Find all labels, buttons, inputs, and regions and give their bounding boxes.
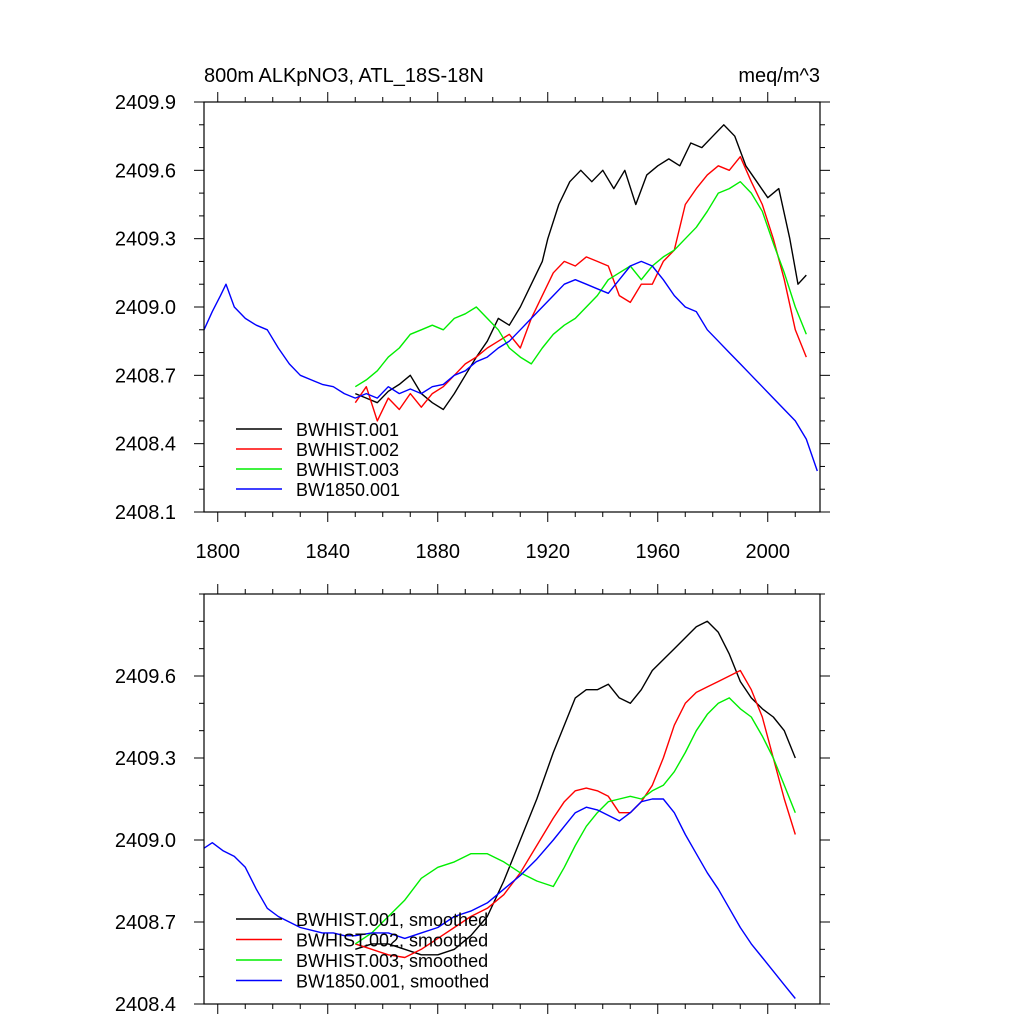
series-line-top-3 [354, 180, 807, 388]
chart-panel-bottom: 2408.4 2408.7 2409.0 2409.3 2409.6 BWHIST.001… [115, 584, 830, 1016]
legend-label: BW1850.001, smoothed [296, 972, 489, 992]
x-tick-label: 1920 [526, 541, 571, 563]
series-line-top-2 [354, 155, 807, 422]
chart-title: 800m ALKpNO3, ATL_18S-18N [204, 65, 484, 87]
x-tick-label: 2000 [746, 541, 791, 563]
y-tick-label: 2408.4 [115, 994, 176, 1016]
series-line-bottom-3 [354, 697, 796, 945]
x-tick-label: 1800 [196, 541, 241, 563]
series-line-bottom-1 [355, 620, 796, 956]
chart-panel-top: 1800 1840 1880 1920 1960 2000 2408.1 2408.4 2408… [115, 65, 830, 563]
series-line-bottom-2 [355, 669, 796, 959]
y-tick-label: 2409.0 [115, 830, 176, 852]
y-tick-label: 2409.3 [115, 229, 176, 251]
y-tick-label: 2408.1 [115, 502, 176, 524]
x-tick-label: 1880 [416, 541, 461, 563]
series-line-bottom-4 [204, 798, 796, 999]
x-tick-label: 1840 [306, 541, 351, 563]
y-tick-label: 2409.0 [115, 297, 176, 319]
y-tick-label: 2408.7 [115, 912, 176, 934]
y-tick-label: 2409.6 [115, 666, 176, 688]
plot-frame [203, 593, 821, 1005]
series-line-top-1 [355, 124, 807, 411]
y-tick-label: 2408.7 [115, 365, 176, 387]
legend-label: BWHIST.003 [296, 460, 399, 480]
legend-label: BWHIST.003, smoothed [296, 951, 488, 971]
legend-label: BWHIST.002 [296, 440, 399, 460]
x-tick-label: 1960 [636, 541, 681, 563]
series-line-top-4 [204, 260, 818, 472]
y-tick-label: 2408.4 [115, 434, 176, 456]
y-tick-label: 2409.9 [115, 92, 176, 114]
chart-units: meq/m^3 [738, 65, 820, 87]
legend-label: BWHIST.001 [296, 420, 399, 440]
legend-label: BW1850.001 [296, 480, 400, 500]
legend-label: BWHIST.001, smoothed [296, 910, 488, 930]
y-tick-label: 2409.6 [115, 160, 176, 182]
legend-label: BWHIST.002, smoothed [296, 931, 488, 951]
y-tick-label: 2409.3 [115, 748, 176, 770]
